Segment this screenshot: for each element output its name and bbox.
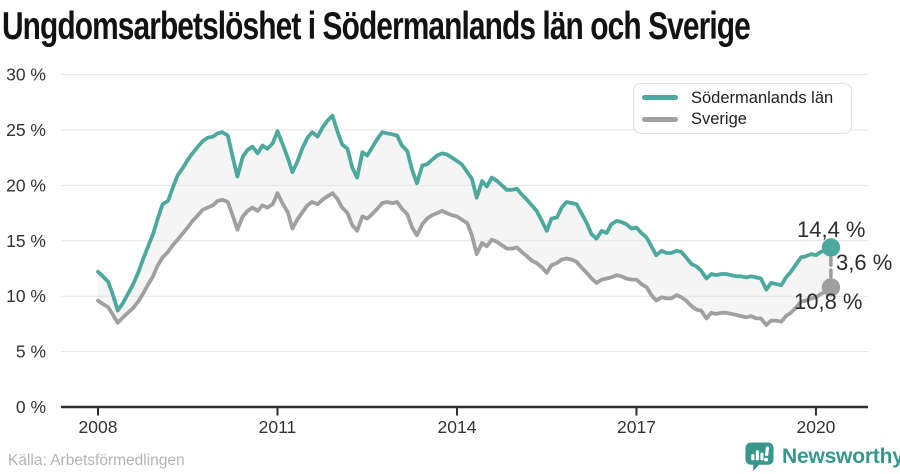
y-axis-tick-label: 5 %	[16, 342, 46, 362]
x-axis-tick-label: 2011	[259, 417, 297, 437]
legend-item-sverige: Sverige	[642, 111, 851, 128]
source-credit: Källa: Arbetsförmedlingen	[8, 452, 185, 469]
y-axis-tick-label: 0 %	[16, 397, 46, 417]
series-line-sodermanland	[96, 113, 833, 313]
y-axis-tick-label: 20 %	[6, 175, 46, 195]
newsworthy-logo-icon	[745, 442, 774, 472]
x-axis-tick-label: 2008	[79, 417, 118, 437]
legend-swatch-sverige	[642, 116, 678, 122]
series-line-sverige	[96, 191, 833, 327]
end-value-label-sodermanland: 14,4 %	[797, 217, 866, 242]
gap-value-label: 3,6 %	[836, 250, 893, 275]
y-axis-tick-label: 30 %	[6, 65, 46, 85]
end-dot-sverige	[821, 278, 841, 297]
newsworthy-logo-text: Newsworthy	[782, 445, 900, 468]
legend: Södermanlands län Sverige	[633, 83, 852, 134]
x-axis-tick-label: 2017	[617, 417, 656, 437]
y-axis-tick-label: 25 %	[6, 120, 46, 140]
end-dot-sodermanland	[821, 238, 841, 257]
legend-label-sodermanland: Södermanlands län	[691, 88, 834, 107]
x-axis-tick-label: 2014	[438, 417, 477, 437]
y-axis-tick-label: 15 %	[6, 231, 46, 251]
newsworthy-logo: Newsworthy	[744, 441, 900, 473]
legend-swatch-sodermanland	[642, 95, 678, 101]
legend-item-sodermanland: Södermanlands län	[642, 88, 851, 107]
end-value-label-sverige: 10,8 %	[794, 289, 863, 314]
x-axis-tick-label: 2020	[796, 417, 835, 437]
y-axis-tick-label: 10 %	[6, 286, 46, 306]
chart-title: Ungdomsarbetslöshet i Södermanlands län …	[2, 5, 751, 48]
legend-label-sverige: Sverige	[691, 110, 747, 128]
